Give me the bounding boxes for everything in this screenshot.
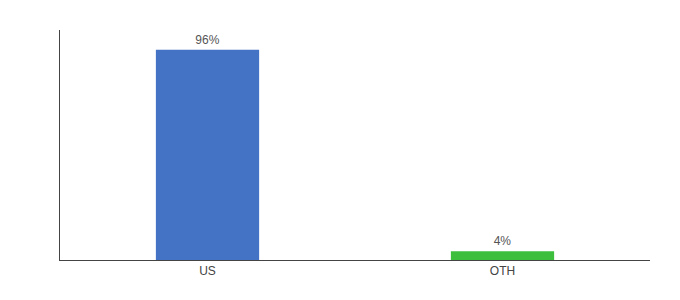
svg-text:4%: 4%	[494, 234, 512, 248]
svg-text:US: US	[199, 264, 216, 278]
svg-text:OTH: OTH	[490, 264, 515, 278]
svg-text:96%: 96%	[195, 33, 219, 47]
